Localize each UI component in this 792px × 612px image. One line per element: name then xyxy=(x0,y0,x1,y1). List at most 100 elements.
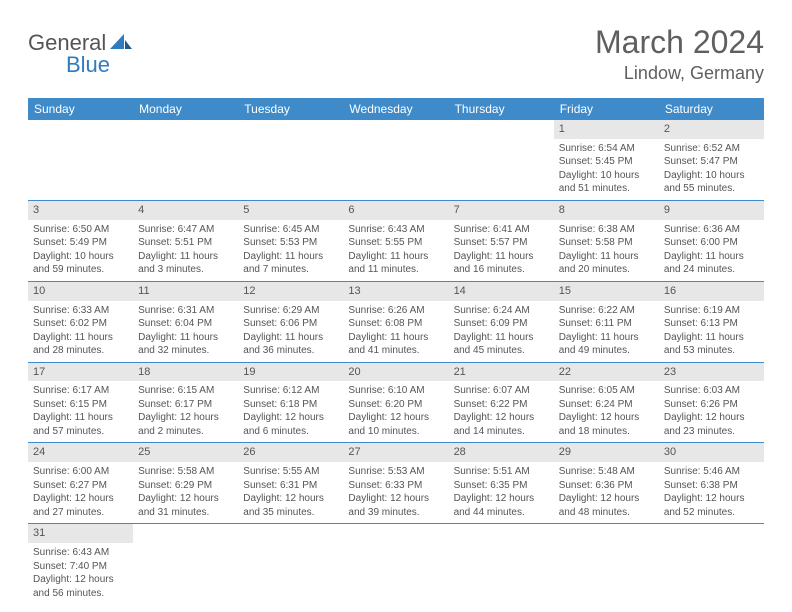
day-number: 14 xyxy=(449,282,554,301)
day-day2: and 3 minutes. xyxy=(138,263,233,277)
day-sunrise: Sunrise: 6:38 AM xyxy=(559,223,654,237)
day-details: Sunrise: 6:22 AMSunset: 6:11 PMDaylight:… xyxy=(554,301,659,362)
day-day1: Daylight: 12 hours xyxy=(348,492,443,506)
day-details: Sunrise: 6:00 AMSunset: 6:27 PMDaylight:… xyxy=(28,462,133,523)
day-details: Sunrise: 6:07 AMSunset: 6:22 PMDaylight:… xyxy=(449,381,554,442)
calendar-cell: 27Sunrise: 5:53 AMSunset: 6:33 PMDayligh… xyxy=(343,443,448,524)
day-details: Sunrise: 6:43 AMSunset: 5:55 PMDaylight:… xyxy=(343,220,448,281)
calendar-cell xyxy=(343,524,448,604)
day-sunrise: Sunrise: 6:43 AM xyxy=(348,223,443,237)
day-number: 13 xyxy=(343,282,448,301)
dayhead-wed: Wednesday xyxy=(343,98,448,120)
day-day2: and 31 minutes. xyxy=(138,506,233,520)
page-header: General March 2024 Lindow, Germany xyxy=(28,24,764,84)
day-day2: and 45 minutes. xyxy=(454,344,549,358)
day-day2: and 39 minutes. xyxy=(348,506,443,520)
day-details: Sunrise: 6:19 AMSunset: 6:13 PMDaylight:… xyxy=(659,301,764,362)
day-day1: Daylight: 12 hours xyxy=(33,573,128,587)
day-day2: and 59 minutes. xyxy=(33,263,128,277)
day-sunset: Sunset: 5:53 PM xyxy=(243,236,338,250)
day-sunset: Sunset: 5:45 PM xyxy=(559,155,654,169)
day-details: Sunrise: 6:15 AMSunset: 6:17 PMDaylight:… xyxy=(133,381,238,442)
month-title: March 2024 xyxy=(595,24,764,61)
day-sunset: Sunset: 6:35 PM xyxy=(454,479,549,493)
day-sunrise: Sunrise: 6:47 AM xyxy=(138,223,233,237)
day-sunrise: Sunrise: 6:10 AM xyxy=(348,384,443,398)
day-sunrise: Sunrise: 5:46 AM xyxy=(664,465,759,479)
day-details: Sunrise: 5:53 AMSunset: 6:33 PMDaylight:… xyxy=(343,462,448,523)
calendar-cell xyxy=(659,524,764,604)
day-day1: Daylight: 12 hours xyxy=(348,411,443,425)
day-sunrise: Sunrise: 6:29 AM xyxy=(243,304,338,318)
dayhead-sat: Saturday xyxy=(659,98,764,120)
day-sunset: Sunset: 6:38 PM xyxy=(664,479,759,493)
day-details: Sunrise: 6:12 AMSunset: 6:18 PMDaylight:… xyxy=(238,381,343,442)
day-sunrise: Sunrise: 6:22 AM xyxy=(559,304,654,318)
day-day1: Daylight: 12 hours xyxy=(243,492,338,506)
day-day2: and 49 minutes. xyxy=(559,344,654,358)
calendar-cell: 23Sunrise: 6:03 AMSunset: 6:26 PMDayligh… xyxy=(659,362,764,443)
day-details: Sunrise: 6:33 AMSunset: 6:02 PMDaylight:… xyxy=(28,301,133,362)
day-sunrise: Sunrise: 6:24 AM xyxy=(454,304,549,318)
day-details: Sunrise: 5:48 AMSunset: 6:36 PMDaylight:… xyxy=(554,462,659,523)
day-sunset: Sunset: 6:26 PM xyxy=(664,398,759,412)
day-day1: Daylight: 12 hours xyxy=(138,411,233,425)
calendar-cell: 12Sunrise: 6:29 AMSunset: 6:06 PMDayligh… xyxy=(238,281,343,362)
day-sunrise: Sunrise: 6:03 AM xyxy=(664,384,759,398)
calendar-cell: 18Sunrise: 6:15 AMSunset: 6:17 PMDayligh… xyxy=(133,362,238,443)
calendar-cell: 26Sunrise: 5:55 AMSunset: 6:31 PMDayligh… xyxy=(238,443,343,524)
calendar-header-row: Sunday Monday Tuesday Wednesday Thursday… xyxy=(28,98,764,120)
day-details: Sunrise: 6:52 AMSunset: 5:47 PMDaylight:… xyxy=(659,139,764,200)
day-sunset: Sunset: 6:15 PM xyxy=(33,398,128,412)
dayhead-sun: Sunday xyxy=(28,98,133,120)
day-details: Sunrise: 6:38 AMSunset: 5:58 PMDaylight:… xyxy=(554,220,659,281)
day-sunset: Sunset: 6:09 PM xyxy=(454,317,549,331)
day-sunrise: Sunrise: 6:50 AM xyxy=(33,223,128,237)
day-sunrise: Sunrise: 6:41 AM xyxy=(454,223,549,237)
day-day1: Daylight: 11 hours xyxy=(454,250,549,264)
day-sunrise: Sunrise: 6:15 AM xyxy=(138,384,233,398)
day-sunset: Sunset: 6:31 PM xyxy=(243,479,338,493)
day-day1: Daylight: 11 hours xyxy=(138,331,233,345)
day-day1: Daylight: 11 hours xyxy=(664,331,759,345)
day-day2: and 7 minutes. xyxy=(243,263,338,277)
day-details: Sunrise: 6:31 AMSunset: 6:04 PMDaylight:… xyxy=(133,301,238,362)
calendar-cell: 14Sunrise: 6:24 AMSunset: 6:09 PMDayligh… xyxy=(449,281,554,362)
calendar-cell xyxy=(133,524,238,604)
calendar-cell xyxy=(133,120,238,200)
day-number: 30 xyxy=(659,443,764,462)
calendar-cell: 31Sunrise: 6:43 AMSunset: 7:40 PMDayligh… xyxy=(28,524,133,604)
day-day2: and 28 minutes. xyxy=(33,344,128,358)
day-details: Sunrise: 6:17 AMSunset: 6:15 PMDaylight:… xyxy=(28,381,133,442)
calendar-cell: 6Sunrise: 6:43 AMSunset: 5:55 PMDaylight… xyxy=(343,200,448,281)
day-day2: and 6 minutes. xyxy=(243,425,338,439)
day-sunrise: Sunrise: 5:58 AM xyxy=(138,465,233,479)
day-number: 3 xyxy=(28,201,133,220)
day-sunrise: Sunrise: 6:33 AM xyxy=(33,304,128,318)
calendar-cell: 10Sunrise: 6:33 AMSunset: 6:02 PMDayligh… xyxy=(28,281,133,362)
calendar-cell: 8Sunrise: 6:38 AMSunset: 5:58 PMDaylight… xyxy=(554,200,659,281)
day-sunset: Sunset: 6:27 PM xyxy=(33,479,128,493)
day-day1: Daylight: 12 hours xyxy=(664,492,759,506)
day-sunset: Sunset: 5:47 PM xyxy=(664,155,759,169)
day-sunrise: Sunrise: 6:43 AM xyxy=(33,546,128,560)
day-day2: and 52 minutes. xyxy=(664,506,759,520)
day-details: Sunrise: 6:10 AMSunset: 6:20 PMDaylight:… xyxy=(343,381,448,442)
calendar-cell: 2Sunrise: 6:52 AMSunset: 5:47 PMDaylight… xyxy=(659,120,764,200)
day-sunrise: Sunrise: 5:55 AM xyxy=(243,465,338,479)
calendar-week-row: 31Sunrise: 6:43 AMSunset: 7:40 PMDayligh… xyxy=(28,524,764,604)
calendar-cell xyxy=(238,524,343,604)
day-day2: and 35 minutes. xyxy=(243,506,338,520)
calendar-week-row: 10Sunrise: 6:33 AMSunset: 6:02 PMDayligh… xyxy=(28,281,764,362)
day-number: 5 xyxy=(238,201,343,220)
day-details: Sunrise: 6:50 AMSunset: 5:49 PMDaylight:… xyxy=(28,220,133,281)
day-sunset: Sunset: 6:17 PM xyxy=(138,398,233,412)
dayhead-tue: Tuesday xyxy=(238,98,343,120)
calendar-week-row: 3Sunrise: 6:50 AMSunset: 5:49 PMDaylight… xyxy=(28,200,764,281)
day-sunset: Sunset: 6:18 PM xyxy=(243,398,338,412)
day-sunset: Sunset: 5:51 PM xyxy=(138,236,233,250)
calendar-cell: 17Sunrise: 6:17 AMSunset: 6:15 PMDayligh… xyxy=(28,362,133,443)
day-sunset: Sunset: 6:29 PM xyxy=(138,479,233,493)
calendar-cell xyxy=(449,120,554,200)
calendar-cell: 29Sunrise: 5:48 AMSunset: 6:36 PMDayligh… xyxy=(554,443,659,524)
